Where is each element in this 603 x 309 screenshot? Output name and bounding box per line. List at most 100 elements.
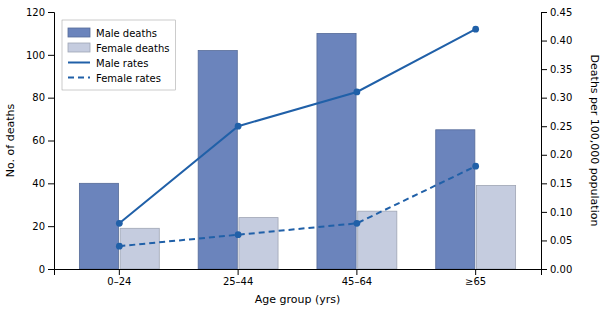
bar <box>317 33 356 269</box>
legend-label: Male rates <box>96 58 148 69</box>
bar <box>239 218 278 269</box>
y2-tick-label: 0.25 <box>550 121 572 132</box>
legend-label: Female rates <box>96 73 161 84</box>
x-axis: 0–24 25–44 45–64 ≥65 <box>55 269 542 287</box>
y2-tick: 0.05 <box>541 235 572 246</box>
x-tick-label: ≥65 <box>465 276 486 287</box>
plot: 0–24 25–44 45–64 ≥65 0 20 40 60 80 100 120 0.00 0.05… <box>26 7 572 287</box>
y-tick-label: 80 <box>32 92 45 103</box>
y2-tick: 0.10 <box>541 207 572 218</box>
y2-tick: 0.35 <box>541 64 572 75</box>
axis-line <box>55 270 542 276</box>
legend-swatch <box>68 77 90 79</box>
y-tick-mark <box>48 12 54 13</box>
y2-tick: 0.00 <box>541 264 572 275</box>
y2-tick: 0.45 <box>541 7 572 18</box>
y2-tick-mark <box>541 41 547 42</box>
y2-tick-label: 0.35 <box>550 64 572 75</box>
y2-tick-mark <box>541 98 547 99</box>
axis-line <box>542 13 548 270</box>
y-tick: 100 <box>26 50 54 61</box>
y-tick-label: 120 <box>26 7 45 18</box>
legend-entry: Male rates <box>68 58 148 69</box>
y2-tick-mark <box>541 240 547 241</box>
bar <box>120 228 159 269</box>
y2-tick-label: 0.20 <box>550 149 572 160</box>
y-tick: 120 <box>26 7 54 18</box>
y2-tick-label: 0.05 <box>550 235 572 246</box>
y2-tick-label: 0.10 <box>550 207 572 218</box>
y-tick: 20 <box>32 221 54 232</box>
legend-entry: Female deaths <box>68 43 169 54</box>
y-tick: 40 <box>32 178 54 189</box>
marker <box>116 220 123 227</box>
y-tick-mark <box>48 183 54 184</box>
y-tick: 80 <box>32 92 54 103</box>
x-axis-title: Age group (yrs) <box>255 293 341 306</box>
y-tick-label: 100 <box>26 50 45 61</box>
legend-swatch <box>68 62 90 64</box>
x-tick-label: 0–24 <box>107 276 131 287</box>
x-tick-mark <box>238 269 239 275</box>
axis-line <box>48 13 55 270</box>
y2-tick-mark <box>541 183 547 184</box>
marker <box>354 220 361 227</box>
legend-entry: Male deaths <box>68 28 157 39</box>
x-tick: 45–64 <box>342 269 372 287</box>
y2-tick-label: 0.45 <box>550 7 572 18</box>
x-tick-label: 25–44 <box>223 276 253 287</box>
y2-tick-mark <box>541 155 547 156</box>
marker <box>116 243 123 250</box>
y2-tick-mark <box>541 126 547 127</box>
marker <box>354 89 361 96</box>
legend-swatch <box>68 28 90 37</box>
legend-entry: Female rates <box>68 73 161 84</box>
legend: Male deaths Female deaths Male rates Female… <box>62 20 175 90</box>
y2-tick-mark <box>541 212 547 213</box>
x-tick-label: 45–64 <box>342 276 372 287</box>
y2-axis-title: Deaths per 100,000 population <box>588 55 601 227</box>
line <box>119 166 475 246</box>
legend-label: Male deaths <box>96 28 157 39</box>
marker <box>235 123 242 130</box>
y2-tick: 0.15 <box>541 178 572 189</box>
y2-tick: 0.20 <box>541 149 572 160</box>
y2-tick-mark <box>541 269 547 270</box>
y-tick-mark <box>48 226 54 227</box>
x-tick: 25–44 <box>223 269 253 287</box>
bar-series <box>120 185 515 269</box>
y2-tick-label: 0.30 <box>550 92 572 103</box>
y-tick-mark <box>48 55 54 56</box>
y-tick-label: 20 <box>32 221 45 232</box>
x-tick-mark <box>475 269 476 275</box>
y-tick-label: 40 <box>32 178 45 189</box>
marks <box>79 26 515 269</box>
y-tick: 60 <box>32 135 54 146</box>
y-tick-label: 0 <box>39 264 45 275</box>
legend-swatch <box>68 43 90 52</box>
y2-tick: 0.40 <box>541 35 572 46</box>
bar <box>436 130 475 269</box>
y2-axis: 0.00 0.05 0.10 0.15 0.20 0.25 0.30 0.35 0.40 0.45 <box>541 7 572 275</box>
bar <box>79 183 118 269</box>
y2-tick-label: 0.40 <box>550 35 572 46</box>
marker <box>472 163 479 170</box>
legend-frame <box>62 20 175 90</box>
bar <box>358 211 397 269</box>
y2-tick: 0.30 <box>541 92 572 103</box>
x-tick: 0–24 <box>107 269 131 287</box>
y-tick-label: 60 <box>32 135 45 146</box>
x-tick: ≥65 <box>465 269 486 287</box>
y2-tick-mark <box>541 69 547 70</box>
y-tick-mark <box>48 141 54 142</box>
y2-tick: 0.25 <box>541 121 572 132</box>
y2-tick-mark <box>541 12 547 13</box>
y-tick-mark <box>48 269 54 270</box>
y-tick: 0 <box>39 264 54 275</box>
chart: 0–24 25–44 45–64 ≥65 0 20 40 60 80 100 120 0.00 0.05… <box>0 0 603 309</box>
line-series <box>116 163 479 250</box>
y-axis: 0 20 40 60 80 100 120 <box>26 7 55 275</box>
y-tick-mark <box>48 98 54 99</box>
x-tick-mark <box>356 269 357 275</box>
x-tick-mark <box>119 269 120 275</box>
